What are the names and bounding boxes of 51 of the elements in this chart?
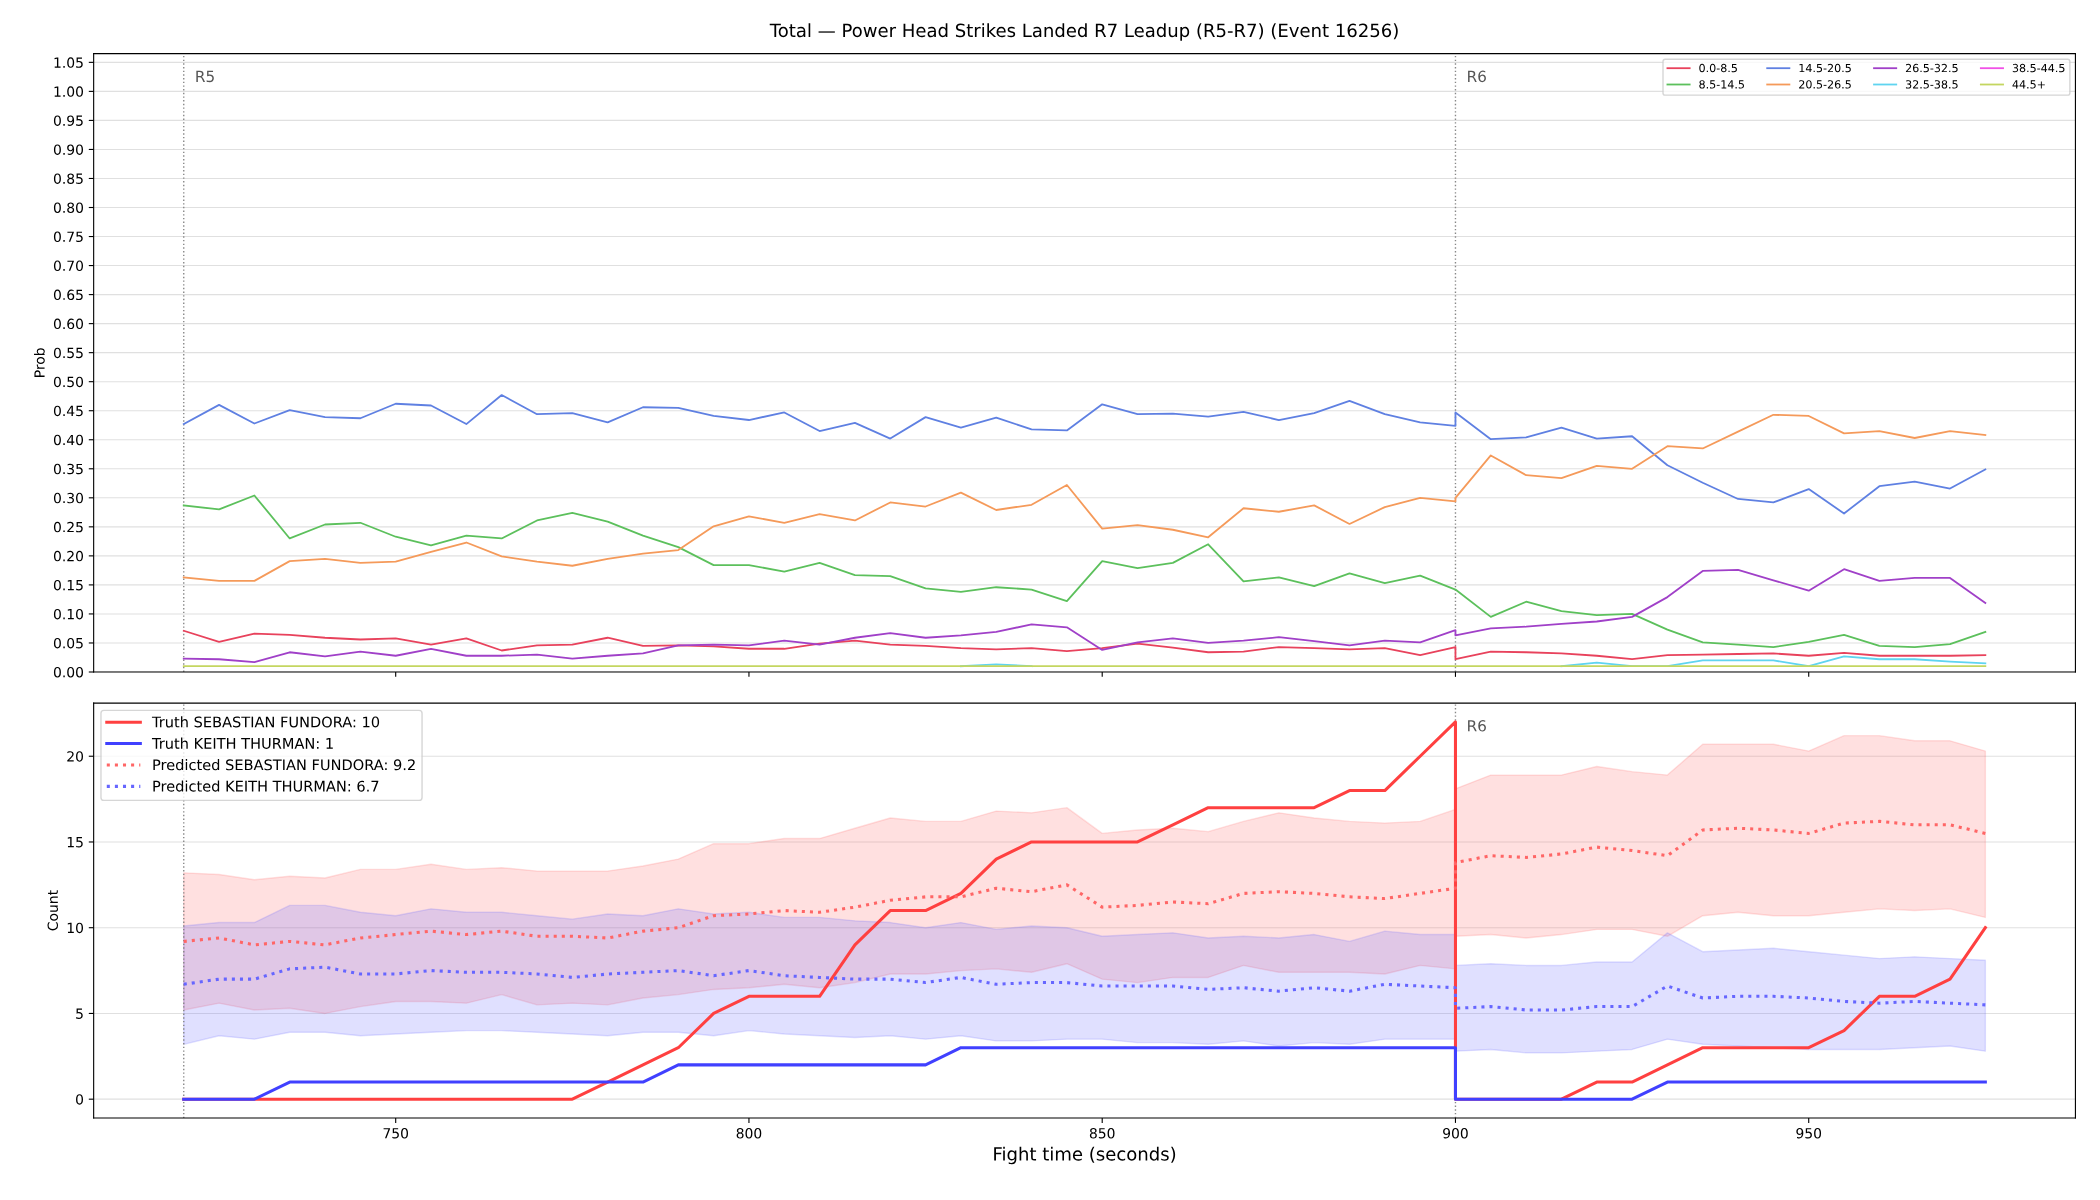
- x-tick-label: 750: [383, 1128, 409, 1139]
- y-axis-title: Prob: [34, 348, 45, 377]
- y-tick-label: 0.85: [53, 173, 83, 184]
- legend-label: 26.5-32.5: [1905, 63, 1958, 73]
- y-tick-label: 0.60: [53, 318, 84, 330]
- x-tick-label: 800: [736, 1128, 762, 1139]
- y-tick-label: 0.65: [53, 289, 83, 301]
- y-tick-label: 0.20: [53, 550, 84, 562]
- y-tick-label: 0.75: [53, 231, 83, 243]
- y-tick-label: 0: [76, 1094, 84, 1105]
- legend-label: 0.0-8.5: [1699, 63, 1737, 73]
- y-tick-label: 0.25: [53, 521, 83, 533]
- ref-line-label: R6: [1468, 720, 1486, 732]
- legend-label: 20.5-26.5: [1799, 80, 1851, 89]
- x-tick-label: 850: [1089, 1128, 1115, 1139]
- ref-line-label: R6: [1468, 70, 1486, 83]
- y-tick-label: 0.95: [53, 115, 83, 126]
- legend-label: 14.5-20.5: [1799, 63, 1851, 73]
- y-tick-label: 1.00: [54, 86, 84, 97]
- y-tick-label: 15: [67, 837, 83, 848]
- legend-label: 44.5+: [2012, 80, 2045, 89]
- y-tick-label: 0.05: [53, 637, 83, 649]
- x-tick-label: 900: [1443, 1128, 1468, 1139]
- y-tick-label: 0.10: [53, 608, 84, 620]
- legend-label: Predicted SEBASTIAN FUNDORA: 9.2: [153, 759, 415, 771]
- x-axis-title: Fight time (seconds): [994, 1146, 1176, 1165]
- y-tick-label: 0.90: [53, 144, 84, 155]
- legend-label: 38.5-44.5: [2012, 63, 2065, 73]
- y-tick-label: 0.55: [53, 347, 83, 359]
- legend-label: Truth SEBASTIAN FUNDORA: 10: [151, 716, 380, 728]
- y-tick-label: 0.50: [53, 376, 84, 388]
- y-tick-label: 0.15: [53, 579, 83, 591]
- y-tick-label: 0.40: [53, 434, 84, 446]
- y-tick-label: 0.80: [53, 202, 84, 213]
- legend-label: Predicted KEITH THURMAN: 6.7: [153, 780, 379, 792]
- y-tick-label: 0.30: [53, 492, 84, 504]
- legend-label: Truth KEITH THURMAN: 1: [151, 737, 333, 749]
- y-tick-label: 0.70: [53, 260, 84, 272]
- y-axis-title: Count: [47, 890, 59, 931]
- y-tick-label: 0.45: [53, 405, 83, 417]
- y-tick-label: 1.05: [54, 57, 83, 68]
- y-tick-label: 20: [67, 751, 84, 762]
- y-tick-label: 10: [67, 922, 84, 934]
- chart-title: Total — Power Head Strikes Landed R7 Leadup (R5-R7) (Event 16256): [769, 23, 1398, 41]
- x-tick-label: 950: [1796, 1128, 1822, 1139]
- y-tick-label: 0.35: [53, 463, 83, 475]
- ref-line-label: R5: [196, 70, 214, 83]
- legend-label: 8.5-14.5: [1699, 80, 1744, 89]
- y-tick-label: 0.00: [53, 666, 84, 678]
- y-tick-label: 5: [76, 1008, 83, 1019]
- legend-label: 32.5-38.5: [1905, 80, 1958, 89]
